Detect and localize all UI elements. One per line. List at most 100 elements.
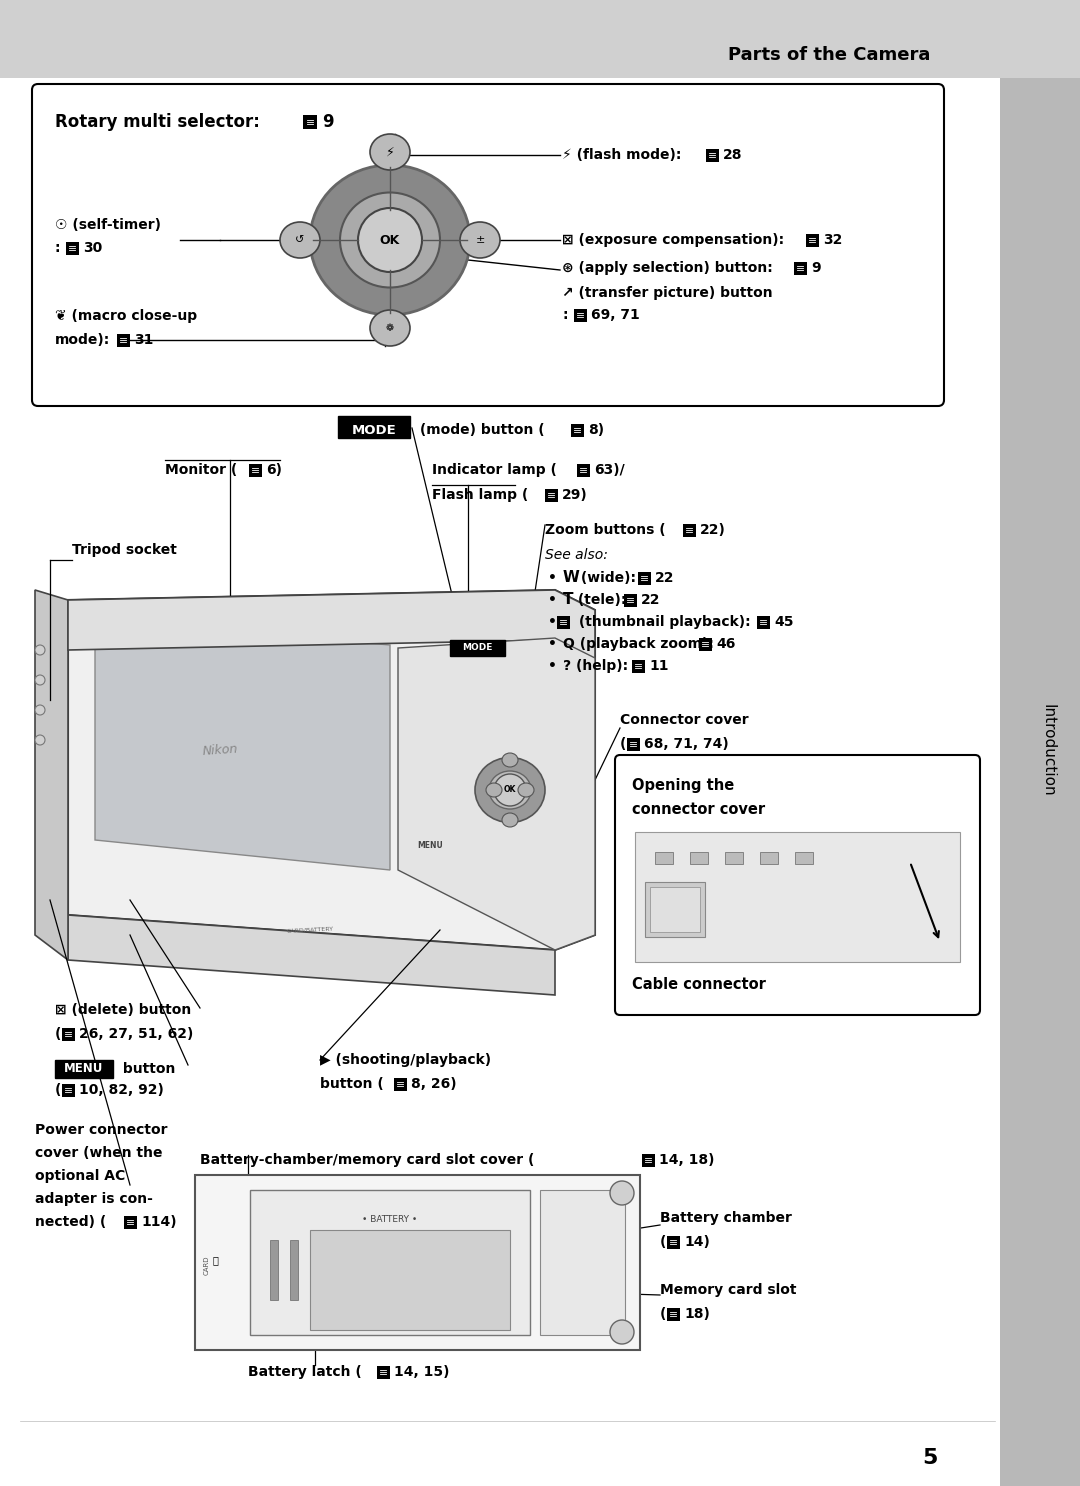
Bar (540, 1190, 625, 1334)
Text: ☉ (self-timer): ☉ (self-timer) (55, 218, 161, 232)
Text: :: : (562, 308, 567, 322)
Text: :: : (55, 241, 66, 256)
Circle shape (35, 645, 45, 655)
Text: 22: 22 (654, 571, 675, 585)
Bar (573, 309, 588, 322)
Text: Battery chamber: Battery chamber (660, 1211, 792, 1224)
Text: • BATTERY •: • BATTERY • (363, 1216, 418, 1224)
Text: 8, 26): 8, 26) (411, 1077, 457, 1091)
Bar (645, 883, 705, 938)
Bar (624, 594, 637, 606)
Text: (: ( (55, 1083, 62, 1097)
Bar (667, 1308, 680, 1321)
Polygon shape (68, 915, 555, 996)
Text: (thumbnail playback):: (thumbnail playback): (573, 615, 751, 629)
Text: 26, 27, 51, 62): 26, 27, 51, 62) (79, 1027, 193, 1042)
Text: 11: 11 (649, 658, 669, 673)
Text: (wide):: (wide): (576, 571, 636, 585)
Text: 114): 114) (141, 1216, 177, 1229)
Circle shape (35, 704, 45, 715)
Text: optional AC: optional AC (35, 1169, 125, 1183)
Text: •: • (548, 637, 557, 651)
Text: See also:: See also: (545, 548, 608, 562)
Bar (66, 242, 79, 256)
Text: MODE: MODE (352, 424, 396, 437)
Ellipse shape (518, 783, 534, 796)
Bar (795, 851, 813, 863)
Text: Introduction: Introduction (1040, 704, 1055, 796)
Polygon shape (35, 590, 68, 960)
Text: 22): 22) (700, 523, 726, 536)
Text: Power connector: Power connector (35, 1123, 167, 1137)
Text: 🔒: 🔒 (212, 1256, 218, 1265)
Text: •: • (548, 571, 557, 585)
Bar (577, 464, 590, 477)
Bar (757, 617, 770, 629)
Text: 9: 9 (322, 113, 334, 131)
Bar (635, 832, 960, 961)
Text: button (: button ( (320, 1077, 383, 1091)
Text: 30: 30 (83, 241, 103, 256)
Text: (: ( (55, 1027, 62, 1042)
Bar (760, 851, 778, 863)
Text: MENU: MENU (417, 841, 443, 850)
Bar (249, 464, 262, 477)
Text: Opening the: Opening the (632, 779, 734, 794)
Polygon shape (68, 590, 595, 660)
Text: Rotary multi selector:: Rotary multi selector: (55, 113, 260, 131)
Text: 22: 22 (642, 593, 661, 606)
Polygon shape (95, 620, 390, 869)
Bar (545, 489, 558, 502)
Text: 63)/: 63)/ (594, 464, 624, 477)
Ellipse shape (475, 758, 545, 822)
Text: OK: OK (503, 786, 516, 795)
Bar (706, 149, 719, 162)
Bar (794, 262, 807, 275)
Bar (62, 1083, 75, 1097)
Text: Parts of the Camera: Parts of the Camera (728, 46, 930, 64)
Text: MODE: MODE (462, 643, 492, 652)
Text: CARD/BATTERY: CARD/BATTERY (286, 926, 334, 933)
Text: ±: ± (475, 235, 485, 245)
Bar (632, 660, 645, 673)
Text: OK: OK (380, 233, 400, 247)
Bar (725, 851, 743, 863)
Bar (270, 1239, 278, 1300)
Text: Cable connector: Cable connector (632, 976, 766, 993)
Bar (450, 640, 505, 655)
Ellipse shape (280, 221, 320, 259)
Text: (: ( (620, 737, 626, 750)
Circle shape (35, 736, 45, 744)
Bar (1000, 77, 1080, 1486)
Text: 14, 15): 14, 15) (394, 1366, 449, 1379)
Text: ⚡ (flash mode):: ⚡ (flash mode): (562, 149, 681, 162)
Text: Nikon: Nikon (202, 743, 239, 758)
Text: mode):: mode): (55, 333, 110, 348)
Bar (690, 851, 708, 863)
Bar (394, 1077, 407, 1091)
Ellipse shape (502, 813, 518, 828)
Ellipse shape (460, 221, 500, 259)
Bar (291, 1239, 298, 1300)
Ellipse shape (370, 311, 410, 346)
Bar (62, 1028, 75, 1042)
Polygon shape (68, 590, 595, 950)
Bar (806, 233, 819, 247)
Circle shape (494, 774, 526, 805)
Text: (mode) button (: (mode) button ( (415, 424, 544, 437)
Bar (654, 851, 673, 863)
Text: Zoom buttons (: Zoom buttons ( (545, 523, 665, 536)
Text: (: ( (660, 1308, 666, 1321)
Bar (338, 416, 410, 438)
Text: 18): 18) (684, 1308, 710, 1321)
Text: ↺: ↺ (295, 235, 305, 245)
Text: ⊠ (exposure compensation):: ⊠ (exposure compensation): (562, 233, 784, 247)
Bar (642, 1155, 654, 1167)
Text: MENU: MENU (65, 1062, 104, 1076)
Ellipse shape (370, 134, 410, 169)
Bar (195, 1175, 640, 1349)
Ellipse shape (489, 771, 531, 808)
Bar (638, 572, 651, 585)
Text: ❦ (macro close-up: ❦ (macro close-up (55, 309, 198, 322)
Text: 6): 6) (266, 464, 282, 477)
